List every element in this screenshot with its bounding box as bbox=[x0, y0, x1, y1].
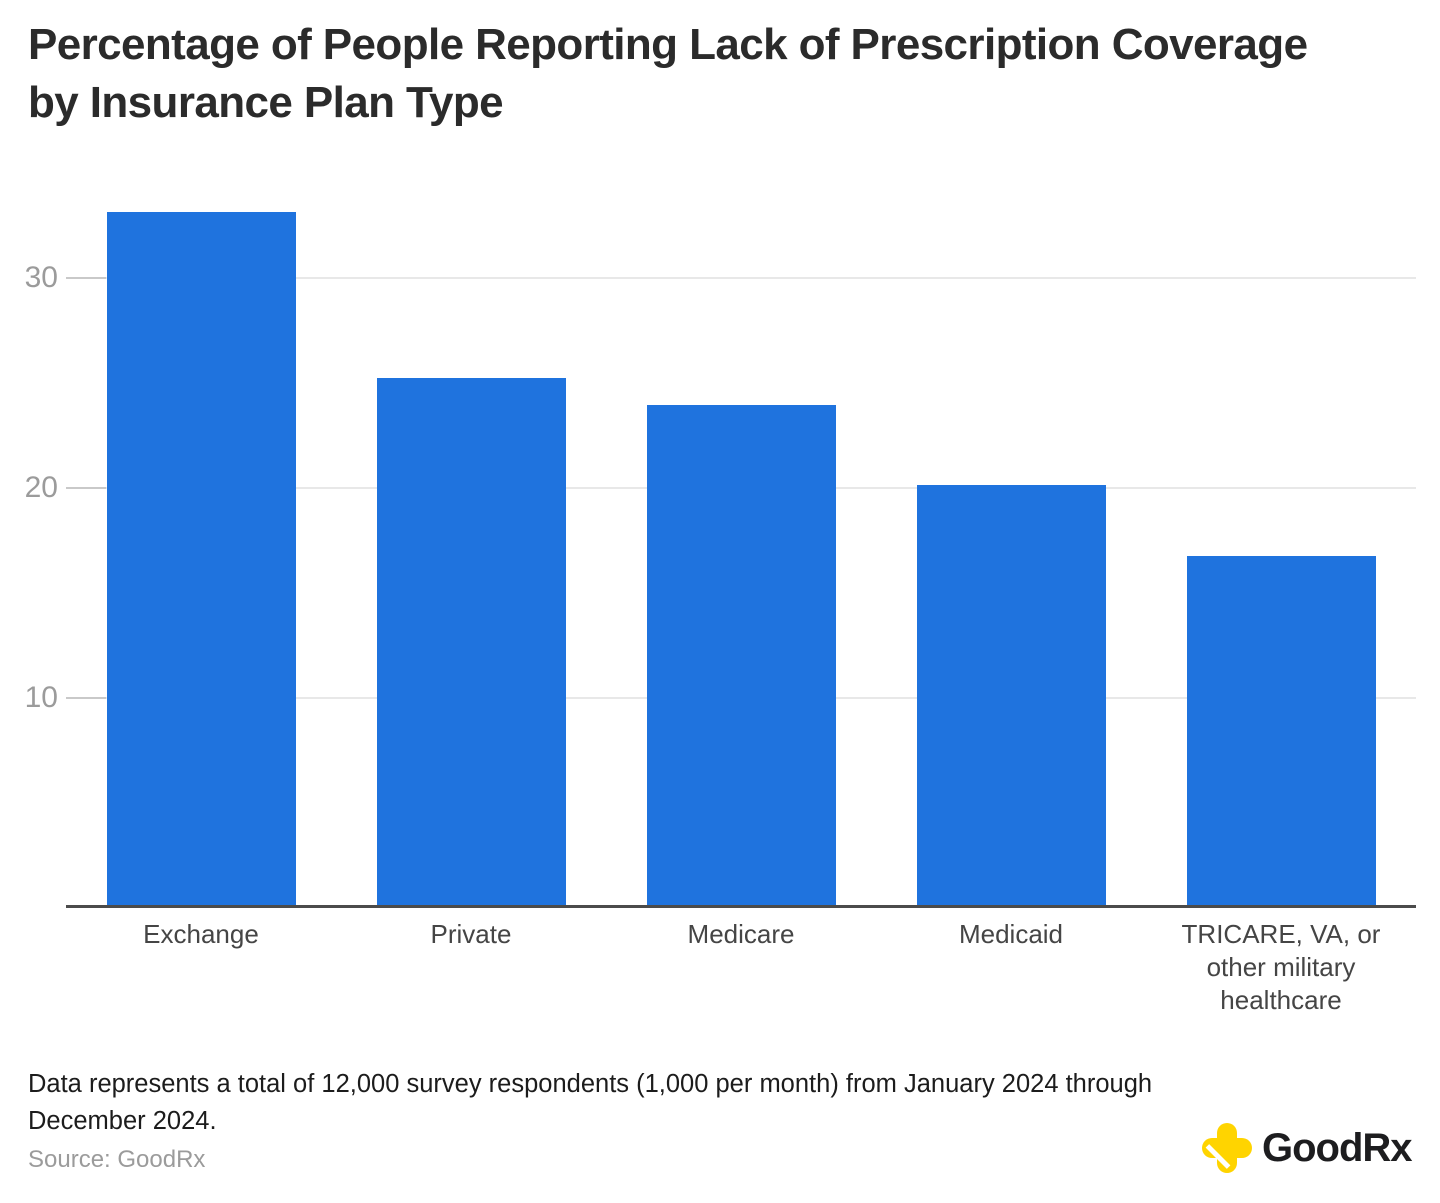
goodrx-plus-icon bbox=[1202, 1123, 1252, 1173]
gridline-30 bbox=[66, 277, 1416, 280]
x-axis-label-medicare: Medicare bbox=[687, 919, 795, 949]
y-axis-tick-10 bbox=[66, 697, 106, 700]
bar-medicaid bbox=[916, 484, 1106, 907]
goodrx-wordmark: GoodRx bbox=[1262, 1126, 1413, 1170]
x-axis-line bbox=[66, 905, 1416, 908]
x-axis-labels: Exchange Private Medicare Medicaid TRICARE, … bbox=[66, 918, 1416, 1028]
x-axis-label-medicaid: Medicaid bbox=[958, 919, 1064, 949]
bar-tricare-va-or-other-military-healthcare bbox=[1186, 556, 1376, 907]
bar-exchange bbox=[106, 212, 296, 907]
y-axis-tick-30 bbox=[66, 277, 106, 280]
chart-title: Percentage of People Reporting Lack of P… bbox=[28, 20, 1308, 127]
y-axis-tick-20 bbox=[66, 487, 106, 490]
goodrx-logo: GoodRx bbox=[1201, 1119, 1413, 1177]
x-axis-label-tricare-va-or-other-military-healthcare: TRICARE, VA, or other military healthcare bbox=[1181, 919, 1381, 1015]
plot-area: 10 20 30 bbox=[25, 170, 1416, 907]
footnote: Data represents a total of 12,000 survey… bbox=[28, 1070, 1153, 1135]
y-axis-label-30: 30 bbox=[24, 261, 58, 295]
x-axis-label-private: Private bbox=[430, 919, 512, 949]
bar-private bbox=[376, 377, 566, 907]
y-axis-label-10: 10 bbox=[24, 681, 58, 715]
source-label: Source: GoodRx bbox=[28, 1146, 206, 1173]
y-axis-label-20: 20 bbox=[24, 471, 58, 505]
x-axis-label-exchange: Exchange bbox=[143, 919, 259, 949]
bar-medicare bbox=[646, 405, 836, 907]
